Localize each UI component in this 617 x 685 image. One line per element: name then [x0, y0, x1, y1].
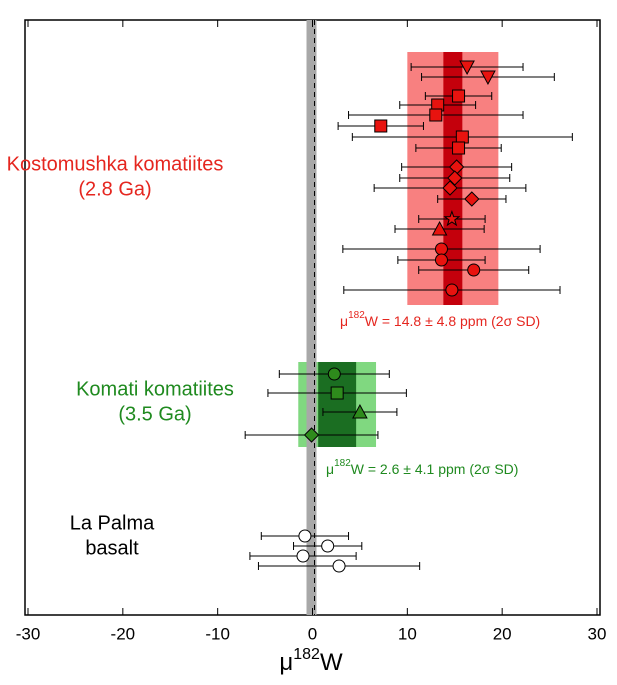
x-tick-label: 20 — [493, 624, 512, 643]
marker — [296, 549, 310, 563]
marker — [442, 180, 458, 196]
stat-label-rest: W = 2.6 ± 4.1 ppm (2σ SD) — [351, 461, 519, 477]
marker — [352, 403, 368, 419]
group-label: La Palma — [70, 512, 155, 534]
marker — [332, 559, 346, 573]
reference-band — [306, 20, 317, 615]
x-tick-label: -30 — [16, 624, 41, 643]
marker — [480, 70, 496, 86]
stat-label-sup: 182 — [348, 310, 365, 321]
x-tick-label: 10 — [398, 624, 417, 643]
marker — [455, 130, 469, 144]
stat-label: μ182W = 2.6 ± 4.1 ppm (2σ SD) — [326, 458, 518, 477]
marker — [303, 427, 320, 443]
marker — [443, 209, 461, 227]
group-label: Komati komatiites — [76, 378, 234, 400]
group-label: (2.8 Ga) — [78, 178, 151, 200]
marker — [464, 191, 480, 207]
marker — [374, 119, 388, 133]
marker — [321, 539, 335, 553]
marker — [445, 283, 459, 297]
group-label: (3.5 Ga) — [118, 403, 191, 425]
x-tick-label: -20 — [111, 624, 136, 643]
stat-label-mu: μ — [326, 461, 334, 477]
x-label-mu: μ — [279, 649, 293, 676]
x-tick-label: 0 — [308, 624, 317, 643]
stat-label: μ182W = 14.8 ± 4.8 ppm (2σ SD) — [340, 310, 540, 329]
group-label: Kostomushka komatiites — [7, 153, 224, 175]
stat-label-rest: W = 14.8 ± 4.8 ppm (2σ SD) — [365, 313, 540, 329]
marker — [452, 141, 466, 155]
group-label: basalt — [85, 537, 139, 559]
x-label-sup: 182 — [293, 646, 320, 663]
marker — [467, 263, 481, 277]
marker — [327, 367, 341, 381]
marker — [298, 529, 312, 543]
marker — [429, 108, 443, 122]
x-tick-label: 30 — [588, 624, 607, 643]
marker — [459, 60, 475, 76]
marker — [431, 220, 448, 236]
marker — [452, 89, 466, 103]
marker — [434, 253, 448, 267]
marker — [330, 386, 344, 400]
marker — [447, 170, 463, 186]
x-label-rest: W — [320, 649, 343, 676]
marker — [434, 242, 448, 256]
x-axis-label: μ182W — [279, 646, 343, 676]
x-tick-label: -10 — [205, 624, 230, 643]
stat-label-sup: 182 — [334, 458, 351, 469]
stat-label-mu: μ — [340, 313, 348, 329]
